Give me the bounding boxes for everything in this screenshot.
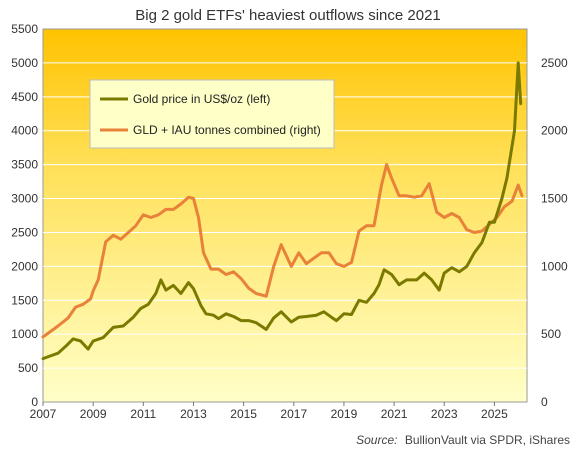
right-tick-label: 1000: [541, 259, 568, 273]
left-tick-label: 3500: [11, 158, 38, 172]
left-tick-label: 1000: [11, 327, 38, 341]
source-label: Source:: [356, 433, 397, 447]
left-tick-label: 0: [31, 395, 38, 409]
left-tick-label: 500: [18, 361, 38, 375]
right-tick-label: 2000: [541, 124, 568, 138]
left-tick-label: 4500: [11, 90, 38, 104]
x-tick-label: 2011: [130, 407, 156, 421]
series-line-etf-tonnes: [41, 163, 524, 339]
x-tick-label: 2025: [481, 407, 508, 421]
legend: Gold price in US$/oz (left) GLD + IAU to…: [89, 79, 335, 149]
x-tick-label: 2019: [331, 407, 358, 421]
x-tick-label: 2013: [180, 407, 207, 421]
svg-text:Source: BullionVault v: Source: BullionVault via SPDR, iShares: [356, 433, 570, 447]
left-tick-label: 2500: [11, 225, 38, 239]
right-axis-ticks: 0 500 1000 1500 2000 2500: [541, 56, 568, 409]
left-axis-ticks: 0 500 1000 1500 2000 2500 3000 3500 4000 4500 5000…: [11, 22, 38, 409]
x-tick-label: 2017: [280, 407, 307, 421]
right-tick-label: 1500: [541, 192, 568, 206]
left-tick-label: 2000: [11, 259, 38, 273]
right-tick-label: 500: [541, 327, 561, 341]
source-note: Source: BullionVault via SPDR, iShares: [356, 433, 570, 447]
right-tick-label: 2500: [541, 56, 568, 70]
legend-box: [89, 79, 335, 149]
series-line-gold-price: [41, 61, 523, 361]
left-tick-label: 3000: [11, 192, 38, 206]
x-tick-label: 2009: [80, 407, 107, 421]
legend-label-gold-price: Gold price in US$/oz (left): [133, 92, 270, 106]
left-tick-label: 4000: [11, 124, 38, 138]
left-tick-label: 5000: [11, 56, 38, 70]
chart-title: Big 2 gold ETFs' heaviest outflows since…: [135, 7, 441, 24]
x-tick-label: 2007: [30, 407, 57, 421]
right-tick-label: 0: [541, 395, 548, 409]
series-layer: [41, 61, 524, 361]
left-tick-label: 1500: [11, 293, 38, 307]
left-tick-label: 5500: [11, 22, 38, 36]
x-tick-label: 2021: [381, 407, 408, 421]
x-tick-label: 2023: [431, 407, 458, 421]
source-text: BullionVault via SPDR, iShares: [405, 433, 570, 447]
legend-label-etf-tonnes: GLD + IAU tonnes combined (right): [133, 123, 321, 137]
x-axis-ticks: 2007 2009 2011 2013 2015 2017 2019 2021 2023 2025: [30, 402, 508, 421]
x-tick-label: 2015: [230, 407, 257, 421]
